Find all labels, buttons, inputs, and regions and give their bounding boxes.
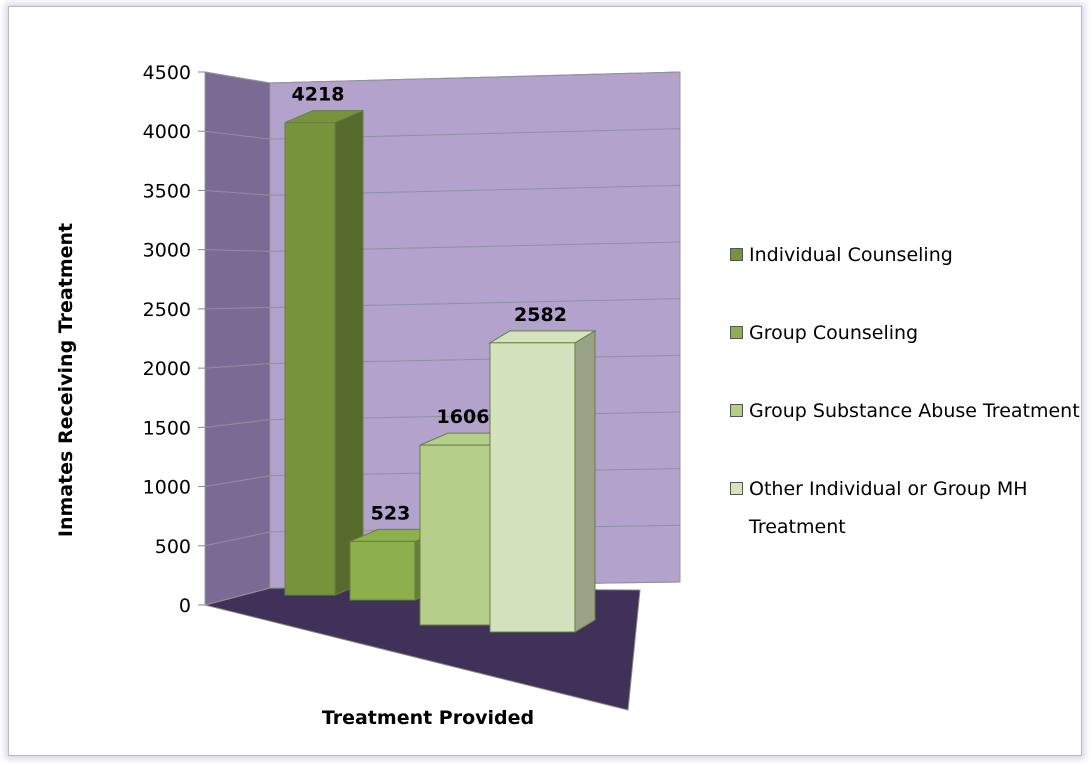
legend-item: Individual Counseling	[730, 236, 1085, 274]
legend-item: Other Individual or Group MH Treatment	[730, 470, 1085, 546]
legend-label: Other Individual or Group MH Treatment	[749, 478, 1028, 538]
y-tick-label: 500	[155, 536, 191, 558]
bar-side	[334, 109, 364, 596]
bar-front	[349, 540, 416, 601]
data-label: 1606	[437, 406, 490, 428]
legend-label: Group Counseling	[749, 322, 919, 344]
x-axis-title: Treatment Provided	[322, 707, 534, 729]
data-label: 2582	[514, 304, 567, 326]
legend-swatch	[730, 326, 743, 339]
y-tick-label: 2500	[143, 299, 191, 321]
grid-line	[204, 71, 681, 84]
data-label: 4218	[292, 84, 345, 106]
bar	[488, 329, 597, 633]
bar	[284, 109, 364, 596]
legend-item: Group Substance Abuse Treatment	[730, 392, 1085, 430]
y-tick-label: 3500	[143, 180, 191, 202]
grid-line	[204, 298, 681, 310]
y-tick-label: 3000	[143, 240, 191, 262]
bar-front	[419, 444, 491, 626]
bar-front	[284, 122, 336, 596]
legend-label: Group Substance Abuse Treatment	[749, 400, 1080, 422]
grid-line	[204, 184, 681, 196]
side-wall	[204, 71, 271, 606]
y-axis-title: Inmates Receiving Treatment	[55, 223, 77, 537]
data-label: 523	[371, 502, 411, 524]
y-tick-label: 2000	[143, 358, 191, 380]
bar-front	[489, 342, 576, 633]
legend-label: Individual Counseling	[749, 244, 953, 266]
y-tick-label: 4500	[143, 62, 191, 84]
y-tick-label: 0	[179, 595, 191, 617]
grid-line	[204, 128, 681, 140]
bar-side	[574, 329, 596, 633]
legend-swatch	[730, 404, 743, 417]
y-tick-label: 1500	[143, 417, 191, 439]
legend-swatch	[730, 482, 743, 495]
grid-line	[204, 241, 681, 252]
legend: Individual Counseling Group Counseling Gro…	[730, 236, 1085, 546]
y-tick-label: 1000	[143, 477, 191, 499]
legend-swatch	[730, 248, 743, 261]
legend-item: Group Counseling	[730, 314, 1085, 352]
y-tick-label: 4000	[143, 121, 191, 143]
